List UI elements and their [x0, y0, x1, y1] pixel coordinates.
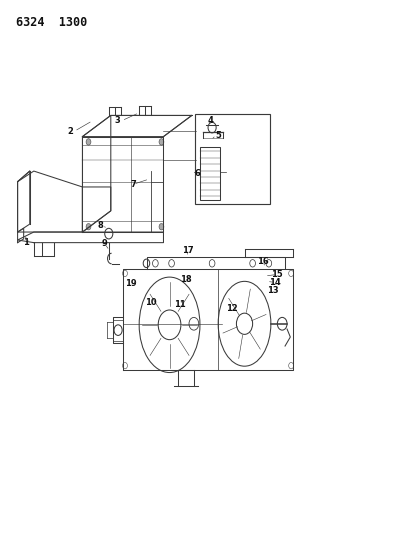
Text: 5: 5 [215, 131, 221, 140]
Text: 2: 2 [67, 127, 73, 136]
Text: 12: 12 [226, 304, 238, 313]
Text: 7: 7 [130, 180, 136, 189]
Text: 3: 3 [114, 116, 120, 125]
Text: 11: 11 [174, 300, 186, 309]
Text: 1: 1 [23, 238, 29, 247]
Text: 18: 18 [180, 274, 192, 284]
Text: 6: 6 [195, 169, 201, 178]
Circle shape [86, 139, 91, 145]
Text: 6324  1300: 6324 1300 [16, 15, 87, 29]
Text: 19: 19 [125, 279, 137, 288]
Circle shape [86, 223, 91, 230]
Text: 13: 13 [267, 286, 279, 295]
Text: 14: 14 [269, 278, 281, 287]
Bar [195, 114, 270, 204]
Circle shape [159, 223, 164, 230]
Text: 15: 15 [271, 270, 283, 279]
Circle shape [159, 139, 164, 145]
Text: 8: 8 [98, 221, 104, 230]
Text: 4: 4 [207, 116, 213, 125]
Text: 10: 10 [146, 298, 157, 307]
Bar [200, 147, 220, 200]
Text: 16: 16 [257, 257, 268, 265]
Text: 9: 9 [102, 239, 108, 248]
Text: 17: 17 [182, 246, 194, 255]
